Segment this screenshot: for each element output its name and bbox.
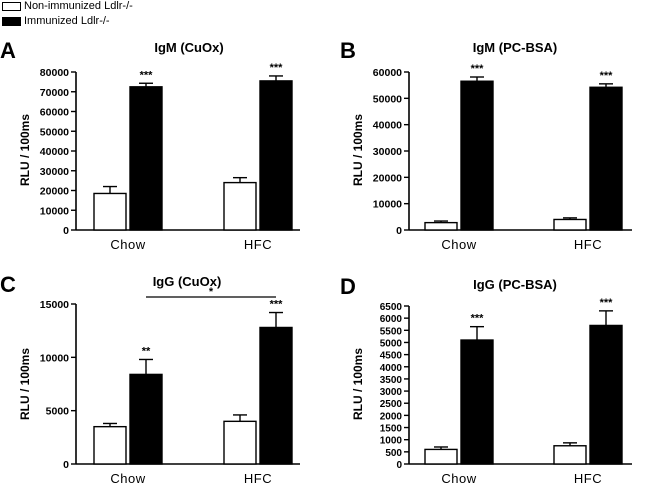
legend-swatch-black [2,16,21,26]
bar-immunized [259,326,293,465]
y-axis-label: RLU / 100ms [351,114,365,186]
panel-letter: A [0,38,16,63]
y-tick-label: 20000 [373,172,402,184]
y-tick-label: 70000 [40,87,69,99]
x-tick-label: HFC [574,237,602,252]
bracket-label: * [209,286,214,298]
y-tick-label: 40000 [40,146,69,158]
y-tick-label: 10000 [40,352,69,364]
y-tick-label: 4000 [380,363,403,374]
chart-title: IgG (PC-BSA) [473,277,557,292]
y-tick-label: 0 [396,225,402,237]
y-axis-label: RLU / 100ms [351,348,365,420]
y-tick-label: 5000 [380,338,403,349]
y-tick-label: 0 [396,460,402,471]
y-tick-label: 30000 [373,146,402,158]
y-tick-label: 0 [63,459,69,471]
y-tick-label: 3000 [380,387,403,398]
y-tick-label: 50000 [40,126,69,138]
significance-label: *** [471,313,485,325]
panel-letter: D [340,274,356,299]
x-tick-label: Chow [110,237,145,252]
chart-title: IgG (CuOx) [153,274,222,289]
y-tick-label: 60000 [40,107,69,119]
panel-letter: C [0,272,16,297]
legend-item-immunized: Immunized Ldlr-/- [2,15,110,27]
significance-label: ** [142,345,151,357]
y-tick-label: 10000 [373,199,402,211]
bar-immunized [589,86,623,231]
bar-immunized [129,86,163,231]
y-tick-label: 6500 [380,302,403,313]
bar-immunized [460,339,494,465]
legend-swatch-white [2,1,21,11]
y-tick-label: 2000 [380,411,403,422]
y-tick-label: 1000 [380,436,403,447]
legend-label: Immunized Ldlr-/- [24,15,110,27]
y-axis-label: RLU / 100ms [18,348,32,420]
bar-non-immunized [93,425,127,465]
y-tick-label: 60000 [373,67,402,79]
y-tick-label: 30000 [40,166,69,178]
x-tick-label: HFC [574,471,602,486]
y-axis-label: RLU / 100ms [18,114,32,186]
significance-label: *** [600,70,614,82]
bar-non-immunized [424,221,458,231]
bar-non-immunized [93,192,127,231]
y-tick-label: 5000 [46,406,70,418]
bar-non-immunized [424,448,458,465]
y-tick-label: 80000 [40,67,69,79]
bar-immunized [460,80,494,231]
y-tick-label: 6000 [380,314,403,325]
y-tick-label: 1500 [380,424,403,435]
significance-label: *** [270,299,284,311]
significance-label: *** [471,63,485,75]
chart-title: IgM (PC-BSA) [473,40,558,55]
y-tick-label: 50000 [373,93,402,105]
y-tick-label: 2500 [380,399,403,410]
x-tick-label: Chow [441,471,476,486]
x-tick-label: HFC [244,471,272,486]
y-tick-label: 15000 [40,299,69,311]
bar-non-immunized [553,218,587,231]
bar-non-immunized [553,445,587,465]
x-tick-label: HFC [244,237,272,252]
bar-immunized [589,324,623,465]
y-tick-label: 5500 [380,326,403,337]
bar-immunized [129,373,163,465]
significance-label: *** [270,62,284,74]
x-tick-label: Chow [441,237,476,252]
y-tick-label: 0 [63,225,69,237]
y-tick-label: 40000 [373,120,402,132]
significance-label: *** [600,297,614,309]
chart-title: IgM (CuOx) [154,40,223,55]
significance-label: *** [140,69,154,81]
legend-item-non-immunized: Non-immunized Ldlr-/- [2,0,133,12]
y-tick-label: 3500 [380,375,403,386]
panel-letter: B [340,38,356,63]
bar-non-immunized [223,181,257,231]
bar-immunized [259,80,293,231]
bar-non-immunized [223,420,257,465]
y-tick-label: 10000 [40,205,69,217]
y-tick-label: 500 [385,448,402,459]
legend-label: Non-immunized Ldlr-/- [24,0,133,12]
y-tick-label: 20000 [40,186,69,198]
x-tick-label: Chow [110,471,145,486]
y-tick-label: 4500 [380,351,403,362]
